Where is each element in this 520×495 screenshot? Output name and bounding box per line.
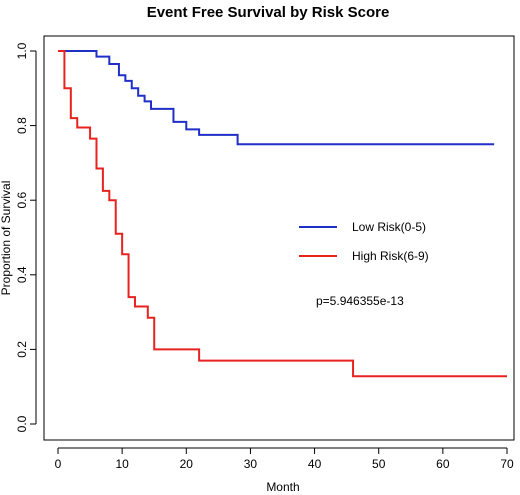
x-tick-label: 0 [55, 457, 62, 471]
chart-title: Event Free Survival by Risk Score [147, 4, 390, 21]
x-axis-label: Month [266, 480, 299, 494]
y-tick-label: 0.2 [15, 341, 29, 358]
legend: Low Risk(0-5) High Risk(6-9) [299, 220, 429, 263]
high-risk-curve [58, 50, 507, 378]
series-layer [58, 50, 507, 378]
legend-label-low-risk: Low Risk(0-5) [352, 220, 426, 234]
x-tick-label: 10 [115, 457, 129, 471]
x-tick-label: 50 [372, 457, 386, 471]
legend-label-high-risk: High Risk(6-9) [352, 249, 429, 263]
x-tick-label: 70 [500, 457, 514, 471]
x-axis: 0 10 20 30 40 50 60 70 [55, 447, 514, 471]
x-tick-label: 40 [308, 457, 322, 471]
y-tick-label: 0.8 [15, 117, 29, 134]
x-tick-label: 20 [180, 457, 194, 471]
low-risk-curve [58, 50, 495, 146]
y-tick-label: 0.0 [15, 415, 29, 432]
y-tick-label: 1.0 [15, 42, 29, 59]
x-tick-label: 30 [244, 457, 258, 471]
y-tick-label: 0.4 [15, 266, 29, 283]
x-tick-label: 60 [436, 457, 450, 471]
p-value-annotation: p=5.946355e-13 [316, 294, 404, 308]
y-tick-label: 0.6 [15, 192, 29, 209]
y-axis-label: Proportion of Survival [0, 181, 13, 296]
y-axis: 0.0 0.2 0.4 0.6 0.8 1.0 [15, 42, 37, 432]
plot-frame [43, 35, 515, 441]
